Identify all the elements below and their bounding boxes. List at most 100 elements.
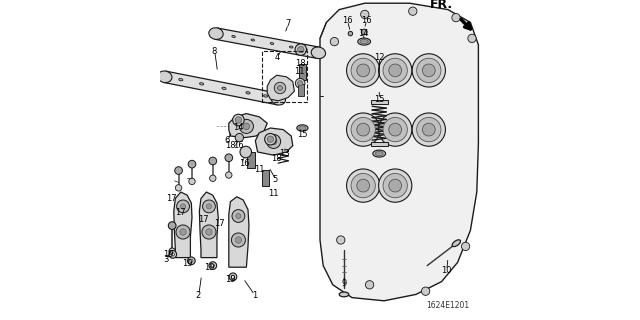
Circle shape xyxy=(422,123,435,136)
Text: 12: 12 xyxy=(374,53,385,62)
Circle shape xyxy=(236,133,244,142)
Text: 11: 11 xyxy=(268,189,279,198)
Text: 19: 19 xyxy=(163,250,173,259)
Circle shape xyxy=(202,225,216,239)
Ellipse shape xyxy=(270,43,274,44)
Circle shape xyxy=(461,242,470,251)
Ellipse shape xyxy=(222,87,226,90)
Circle shape xyxy=(232,210,245,222)
Circle shape xyxy=(226,172,232,178)
Circle shape xyxy=(298,81,303,86)
Text: 11: 11 xyxy=(294,68,305,76)
Circle shape xyxy=(265,133,276,145)
Circle shape xyxy=(330,37,339,46)
Text: 10: 10 xyxy=(441,266,452,275)
Circle shape xyxy=(209,262,216,269)
Circle shape xyxy=(452,13,460,22)
Ellipse shape xyxy=(358,38,371,45)
Bar xyxy=(247,152,255,168)
Circle shape xyxy=(206,204,211,209)
Circle shape xyxy=(468,34,476,43)
Ellipse shape xyxy=(311,47,326,59)
Polygon shape xyxy=(320,3,479,301)
Circle shape xyxy=(421,287,430,295)
Circle shape xyxy=(176,225,190,239)
Circle shape xyxy=(239,119,253,133)
Ellipse shape xyxy=(179,78,183,81)
Circle shape xyxy=(383,173,408,198)
Circle shape xyxy=(172,253,174,256)
Circle shape xyxy=(378,169,412,202)
Circle shape xyxy=(236,237,242,243)
Circle shape xyxy=(243,123,250,130)
Text: 17: 17 xyxy=(175,208,186,217)
Circle shape xyxy=(383,58,408,83)
Text: 7: 7 xyxy=(285,20,291,28)
Circle shape xyxy=(236,213,241,219)
Circle shape xyxy=(232,233,246,247)
Polygon shape xyxy=(255,128,292,155)
Circle shape xyxy=(348,31,353,36)
Text: 2: 2 xyxy=(196,291,201,300)
Text: 5: 5 xyxy=(273,175,278,184)
Polygon shape xyxy=(229,114,268,138)
Circle shape xyxy=(189,178,195,185)
Circle shape xyxy=(388,179,402,192)
Circle shape xyxy=(351,58,375,83)
Ellipse shape xyxy=(375,151,383,156)
Text: 16: 16 xyxy=(361,16,372,25)
Circle shape xyxy=(365,281,374,289)
Text: 13: 13 xyxy=(280,149,290,158)
Circle shape xyxy=(383,117,408,142)
Circle shape xyxy=(351,173,375,198)
Circle shape xyxy=(240,146,252,158)
Circle shape xyxy=(361,29,367,35)
Circle shape xyxy=(168,222,176,229)
Circle shape xyxy=(175,185,182,191)
Circle shape xyxy=(210,175,216,181)
Text: 16: 16 xyxy=(233,141,244,150)
Circle shape xyxy=(378,54,412,87)
Circle shape xyxy=(295,44,307,55)
Ellipse shape xyxy=(271,93,285,105)
Text: FR.: FR. xyxy=(429,0,453,11)
Bar xyxy=(298,84,304,96)
Ellipse shape xyxy=(209,28,223,39)
Circle shape xyxy=(232,275,235,278)
Circle shape xyxy=(357,179,370,192)
Text: 11: 11 xyxy=(254,165,264,174)
Circle shape xyxy=(347,169,380,202)
Ellipse shape xyxy=(200,83,204,85)
Circle shape xyxy=(268,136,274,142)
Bar xyxy=(262,170,269,186)
Polygon shape xyxy=(174,192,192,258)
Text: 16: 16 xyxy=(342,16,353,25)
Circle shape xyxy=(275,82,285,94)
Circle shape xyxy=(422,64,435,77)
Text: 19: 19 xyxy=(225,276,236,284)
Circle shape xyxy=(175,167,182,174)
Circle shape xyxy=(361,10,369,19)
Circle shape xyxy=(347,54,380,87)
Ellipse shape xyxy=(299,126,306,130)
Circle shape xyxy=(236,117,242,123)
Ellipse shape xyxy=(297,125,308,131)
Text: 17: 17 xyxy=(166,194,177,203)
Text: 8: 8 xyxy=(212,47,217,56)
Circle shape xyxy=(180,204,186,209)
Circle shape xyxy=(271,138,277,145)
Ellipse shape xyxy=(232,36,236,37)
Bar xyxy=(298,64,307,80)
Circle shape xyxy=(211,264,214,267)
Ellipse shape xyxy=(339,292,349,297)
Circle shape xyxy=(357,64,370,77)
Text: 17: 17 xyxy=(198,215,209,224)
Text: 18: 18 xyxy=(271,154,282,163)
Circle shape xyxy=(409,7,417,15)
Polygon shape xyxy=(200,192,218,258)
Circle shape xyxy=(378,113,412,146)
Polygon shape xyxy=(268,75,294,101)
Polygon shape xyxy=(229,197,249,267)
Polygon shape xyxy=(215,28,319,59)
Ellipse shape xyxy=(304,49,307,51)
